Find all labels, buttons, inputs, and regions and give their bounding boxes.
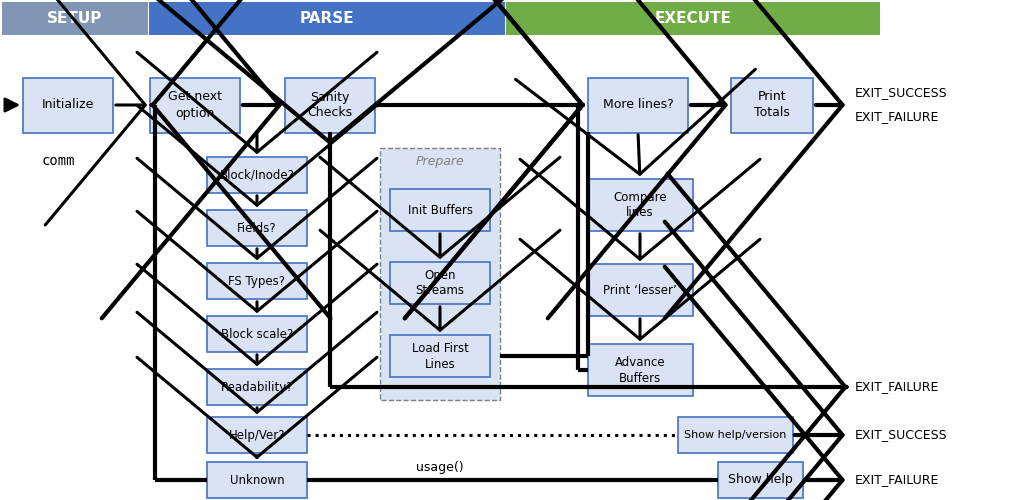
FancyBboxPatch shape	[207, 369, 307, 405]
Bar	[2, 2, 148, 35]
FancyBboxPatch shape	[207, 263, 307, 299]
FancyArrowPatch shape	[137, 105, 377, 205]
Text: EXECUTE: EXECUTE	[654, 11, 731, 26]
Text: Sanity
Checks: Sanity Checks	[307, 90, 352, 120]
Text: Initialize: Initialize	[42, 98, 94, 112]
Text: EXIT_FAILURE: EXIT_FAILURE	[855, 110, 939, 124]
FancyArrowPatch shape	[137, 264, 377, 364]
FancyArrowPatch shape	[664, 222, 843, 500]
FancyArrowPatch shape	[320, 157, 560, 257]
FancyArrowPatch shape	[548, 0, 725, 318]
Bar	[506, 2, 880, 35]
Text: EXIT_SUCCESS: EXIT_SUCCESS	[855, 428, 948, 442]
FancyArrowPatch shape	[137, 158, 377, 258]
FancyArrowPatch shape	[116, 0, 544, 142]
FancyBboxPatch shape	[390, 335, 490, 377]
FancyBboxPatch shape	[731, 78, 813, 132]
FancyBboxPatch shape	[207, 417, 307, 453]
Text: FS Types?: FS Types?	[229, 274, 285, 287]
Text: Load First
Lines: Load First Lines	[412, 342, 469, 370]
FancyBboxPatch shape	[587, 264, 692, 316]
Bar	[149, 2, 505, 35]
FancyBboxPatch shape	[23, 78, 113, 132]
FancyArrowPatch shape	[137, 52, 377, 152]
FancyArrowPatch shape	[378, 0, 583, 318]
Text: Get next
option: Get next option	[168, 90, 222, 120]
FancyBboxPatch shape	[380, 148, 500, 400]
FancyArrowPatch shape	[664, 0, 843, 318]
FancyBboxPatch shape	[678, 417, 792, 453]
FancyArrowPatch shape	[137, 357, 377, 458]
Text: Help/Ver?: Help/Ver?	[229, 428, 285, 442]
FancyBboxPatch shape	[207, 316, 307, 352]
FancyArrowPatch shape	[516, 69, 755, 174]
FancyArrowPatch shape	[520, 159, 760, 259]
FancyBboxPatch shape	[718, 462, 802, 498]
Text: EXIT_FAILURE: EXIT_FAILURE	[855, 380, 939, 394]
FancyArrowPatch shape	[137, 312, 377, 412]
FancyArrowPatch shape	[405, 0, 583, 318]
Text: PARSE: PARSE	[300, 11, 354, 26]
FancyBboxPatch shape	[207, 462, 307, 498]
FancyBboxPatch shape	[390, 262, 490, 304]
Text: SETUP: SETUP	[47, 11, 103, 26]
Text: Block/Inode?: Block/Inode?	[219, 168, 295, 181]
FancyArrowPatch shape	[102, 0, 279, 318]
Text: Block scale?: Block scale?	[220, 328, 294, 340]
Text: Open
Streams: Open Streams	[415, 268, 465, 298]
FancyArrowPatch shape	[5, 99, 18, 111]
FancyArrowPatch shape	[664, 266, 843, 500]
FancyArrowPatch shape	[520, 239, 760, 339]
Text: Readability?: Readability?	[220, 380, 294, 394]
Text: EXIT_SUCCESS: EXIT_SUCCESS	[855, 86, 948, 100]
Text: Fields?: Fields?	[237, 222, 277, 234]
FancyArrowPatch shape	[151, 0, 331, 318]
Text: Init Buffers: Init Buffers	[408, 204, 473, 216]
Text: EXIT_FAILURE: EXIT_FAILURE	[855, 474, 939, 486]
FancyBboxPatch shape	[587, 344, 692, 396]
Text: Compare
lines: Compare lines	[613, 190, 666, 220]
FancyBboxPatch shape	[207, 157, 307, 193]
FancyArrowPatch shape	[320, 230, 560, 330]
FancyBboxPatch shape	[285, 78, 375, 132]
FancyArrowPatch shape	[45, 0, 145, 225]
Text: Unknown: Unknown	[230, 474, 284, 486]
FancyBboxPatch shape	[390, 189, 490, 231]
Text: comm: comm	[41, 154, 75, 168]
FancyBboxPatch shape	[207, 210, 307, 246]
FancyBboxPatch shape	[588, 78, 688, 132]
FancyBboxPatch shape	[150, 78, 240, 132]
Text: Print ‘lesser’: Print ‘lesser’	[604, 284, 677, 296]
FancyArrowPatch shape	[137, 211, 377, 311]
Text: Show help/version: Show help/version	[684, 430, 786, 440]
Text: More lines?: More lines?	[603, 98, 674, 112]
Text: Print
Totals: Print Totals	[754, 90, 790, 120]
Text: Advance
Buffers: Advance Buffers	[615, 356, 665, 384]
Text: Show help: Show help	[727, 474, 792, 486]
FancyBboxPatch shape	[587, 179, 692, 231]
Text: usage(): usage()	[416, 462, 464, 474]
FancyArrowPatch shape	[667, 174, 847, 500]
Text: Prepare: Prepare	[416, 156, 465, 168]
